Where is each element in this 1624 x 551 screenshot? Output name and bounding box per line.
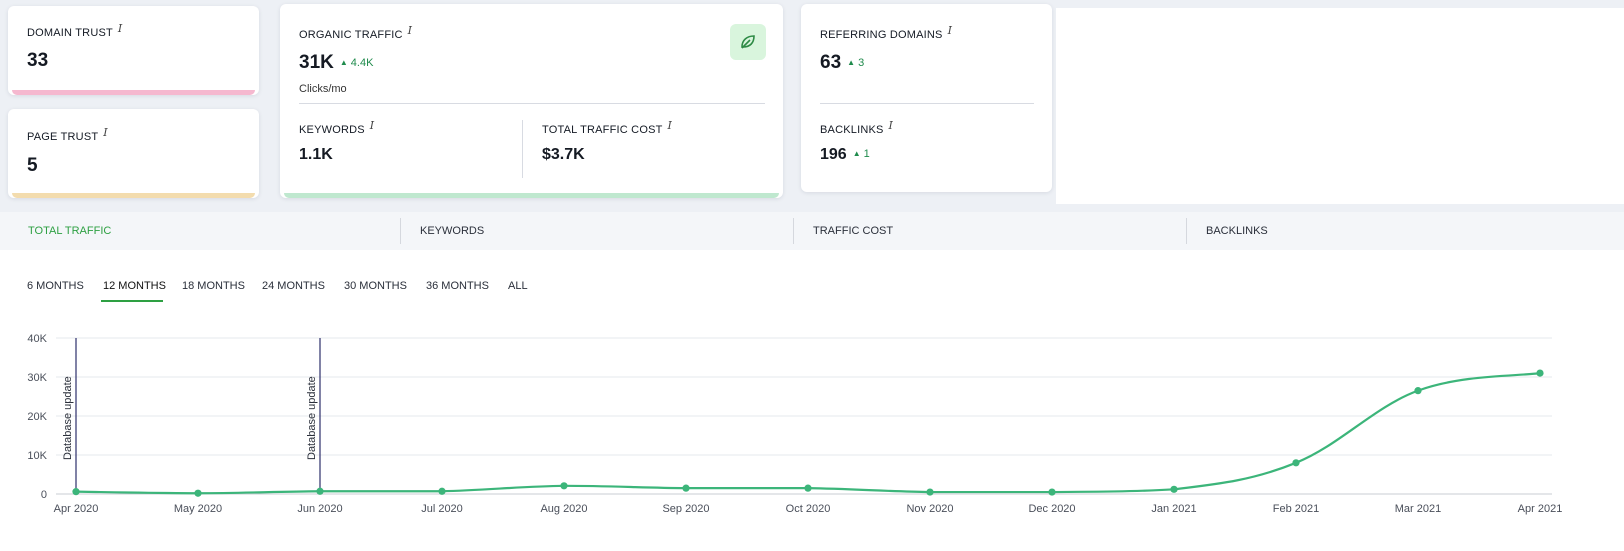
period-24-months[interactable]: 24 MONTHS bbox=[262, 280, 325, 292]
domain-trust-accent-bar bbox=[12, 90, 255, 95]
period-6-months[interactable]: 6 MONTHS bbox=[27, 280, 84, 292]
info-icon[interactable]: i bbox=[407, 24, 413, 37]
referring-domains-card: REFERRING DOMAINS i 63 ▲ 3 BACKLINKS i 196 ▲ 1 bbox=[801, 4, 1052, 192]
info-icon[interactable]: i bbox=[667, 119, 673, 132]
tab-divider bbox=[400, 218, 401, 244]
empty-panel bbox=[1056, 8, 1624, 204]
period-12-months[interactable]: 12 MONTHS bbox=[103, 280, 166, 292]
tab-backlinks[interactable]: BACKLINKS bbox=[1206, 225, 1268, 237]
organic-traffic-card: ORGANIC TRAFFIC i 31K ▲ 4.4K Clicks/mo KEYW… bbox=[280, 4, 783, 198]
chart-panel bbox=[0, 250, 1624, 551]
info-icon[interactable]: i bbox=[117, 22, 123, 35]
backlinks-label: BACKLINKS i bbox=[820, 119, 894, 136]
referring-card-divider bbox=[820, 103, 1034, 104]
leaf-icon bbox=[741, 35, 755, 49]
organic-traffic-value: 31K ▲ 4.4K bbox=[299, 52, 374, 73]
page-trust-label: PAGE TRUST i bbox=[27, 126, 108, 143]
organic-traffic-unit: Clicks/mo bbox=[299, 83, 347, 95]
domain-trust-label: DOMAIN TRUST i bbox=[27, 22, 123, 39]
tab-keywords[interactable]: KEYWORDS bbox=[420, 225, 485, 237]
organic-traffic-label: ORGANIC TRAFFIC i bbox=[299, 24, 413, 41]
organic-card-vertical-divider bbox=[522, 120, 523, 178]
total-traffic-cost-label: TOTAL TRAFFIC COST i bbox=[542, 119, 673, 136]
domain-trust-card: DOMAIN TRUST i 33 bbox=[8, 6, 259, 95]
referring-domains-delta: ▲ 3 bbox=[847, 57, 865, 69]
page-trust-card: PAGE TRUST i 5 bbox=[8, 109, 259, 198]
leaf-button[interactable] bbox=[730, 24, 766, 60]
period-all[interactable]: ALL bbox=[508, 280, 528, 292]
period-18-months[interactable]: 18 MONTHS bbox=[182, 280, 245, 292]
keywords-value: 1.1K bbox=[299, 146, 333, 163]
keywords-label: KEYWORDS i bbox=[299, 119, 375, 136]
backlinks-delta: ▲ 1 bbox=[852, 148, 870, 160]
up-arrow-icon: ▲ bbox=[847, 58, 856, 67]
info-icon[interactable]: i bbox=[947, 24, 953, 37]
tab-divider bbox=[1186, 218, 1187, 244]
tab-divider bbox=[793, 218, 794, 244]
info-icon[interactable]: i bbox=[369, 119, 375, 132]
up-arrow-icon: ▲ bbox=[852, 149, 861, 158]
up-arrow-icon: ▲ bbox=[339, 58, 348, 67]
period-36-months[interactable]: 36 MONTHS bbox=[426, 280, 489, 292]
tab-total-traffic[interactable]: TOTAL TRAFFIC bbox=[28, 225, 112, 237]
tab-traffic-cost[interactable]: TRAFFIC COST bbox=[813, 225, 894, 237]
organic-traffic-accent-bar bbox=[284, 193, 779, 198]
metric-tabs: TOTAL TRAFFIC KEYWORDS TRAFFIC COST BACK… bbox=[0, 212, 1624, 250]
organic-traffic-delta: ▲ 4.4K bbox=[339, 57, 374, 69]
domain-trust-value: 33 bbox=[27, 50, 49, 71]
referring-domains-value: 63 ▲ 3 bbox=[820, 52, 865, 73]
period-30-months[interactable]: 30 MONTHS bbox=[344, 280, 407, 292]
organic-card-divider bbox=[299, 103, 765, 104]
info-icon[interactable]: i bbox=[103, 126, 108, 139]
page-trust-accent-bar bbox=[12, 193, 255, 198]
page-trust-value: 5 bbox=[27, 155, 38, 176]
info-icon[interactable]: i bbox=[888, 119, 894, 132]
period-active-underline bbox=[101, 300, 163, 302]
total-traffic-cost-value: $3.7K bbox=[542, 146, 585, 163]
backlinks-value: 196 ▲ 1 bbox=[820, 146, 870, 163]
referring-domains-label: REFERRING DOMAINS i bbox=[820, 24, 953, 41]
